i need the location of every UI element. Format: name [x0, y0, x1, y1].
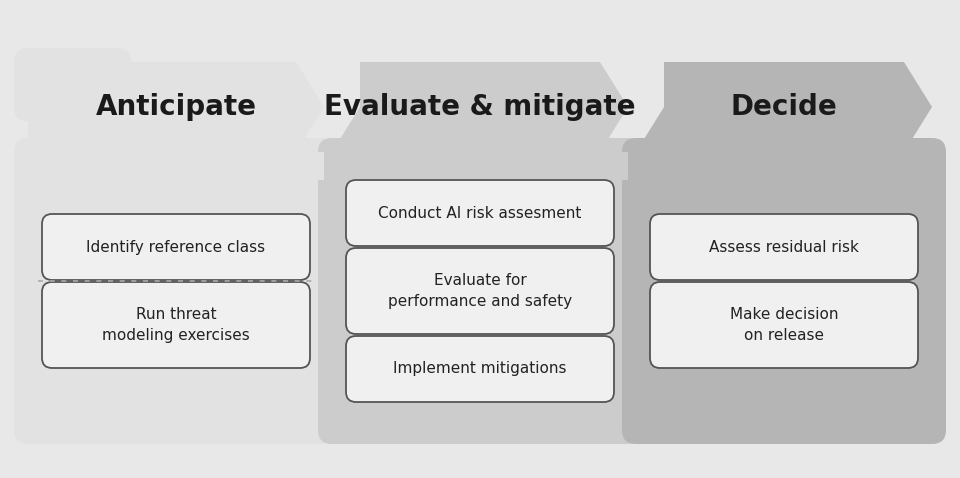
FancyBboxPatch shape	[14, 138, 338, 444]
FancyBboxPatch shape	[346, 248, 614, 334]
FancyBboxPatch shape	[636, 152, 932, 180]
FancyBboxPatch shape	[14, 48, 131, 121]
Text: Evaluate & mitigate: Evaluate & mitigate	[324, 93, 636, 121]
Text: Anticipate: Anticipate	[95, 93, 256, 121]
FancyBboxPatch shape	[346, 336, 614, 402]
Bar	[28, 76, 117, 121]
FancyBboxPatch shape	[332, 152, 628, 180]
FancyBboxPatch shape	[622, 138, 946, 444]
Polygon shape	[332, 62, 628, 152]
FancyBboxPatch shape	[346, 180, 614, 246]
Text: Decide: Decide	[731, 93, 837, 121]
Text: Run threat
modeling exercises: Run threat modeling exercises	[102, 307, 250, 343]
FancyBboxPatch shape	[42, 214, 310, 280]
Text: Assess residual risk: Assess residual risk	[709, 239, 859, 254]
Text: Make decision
on release: Make decision on release	[730, 307, 838, 343]
FancyBboxPatch shape	[650, 214, 918, 280]
FancyBboxPatch shape	[318, 138, 642, 444]
FancyBboxPatch shape	[650, 282, 918, 368]
Polygon shape	[28, 62, 324, 152]
Text: Conduct AI risk assesment: Conduct AI risk assesment	[378, 206, 582, 220]
Polygon shape	[636, 62, 932, 152]
Text: Identify reference class: Identify reference class	[86, 239, 266, 254]
Text: Implement mitigations: Implement mitigations	[394, 361, 566, 377]
Text: Evaluate for
performance and safety: Evaluate for performance and safety	[388, 273, 572, 309]
FancyBboxPatch shape	[28, 152, 324, 180]
FancyBboxPatch shape	[42, 282, 310, 368]
